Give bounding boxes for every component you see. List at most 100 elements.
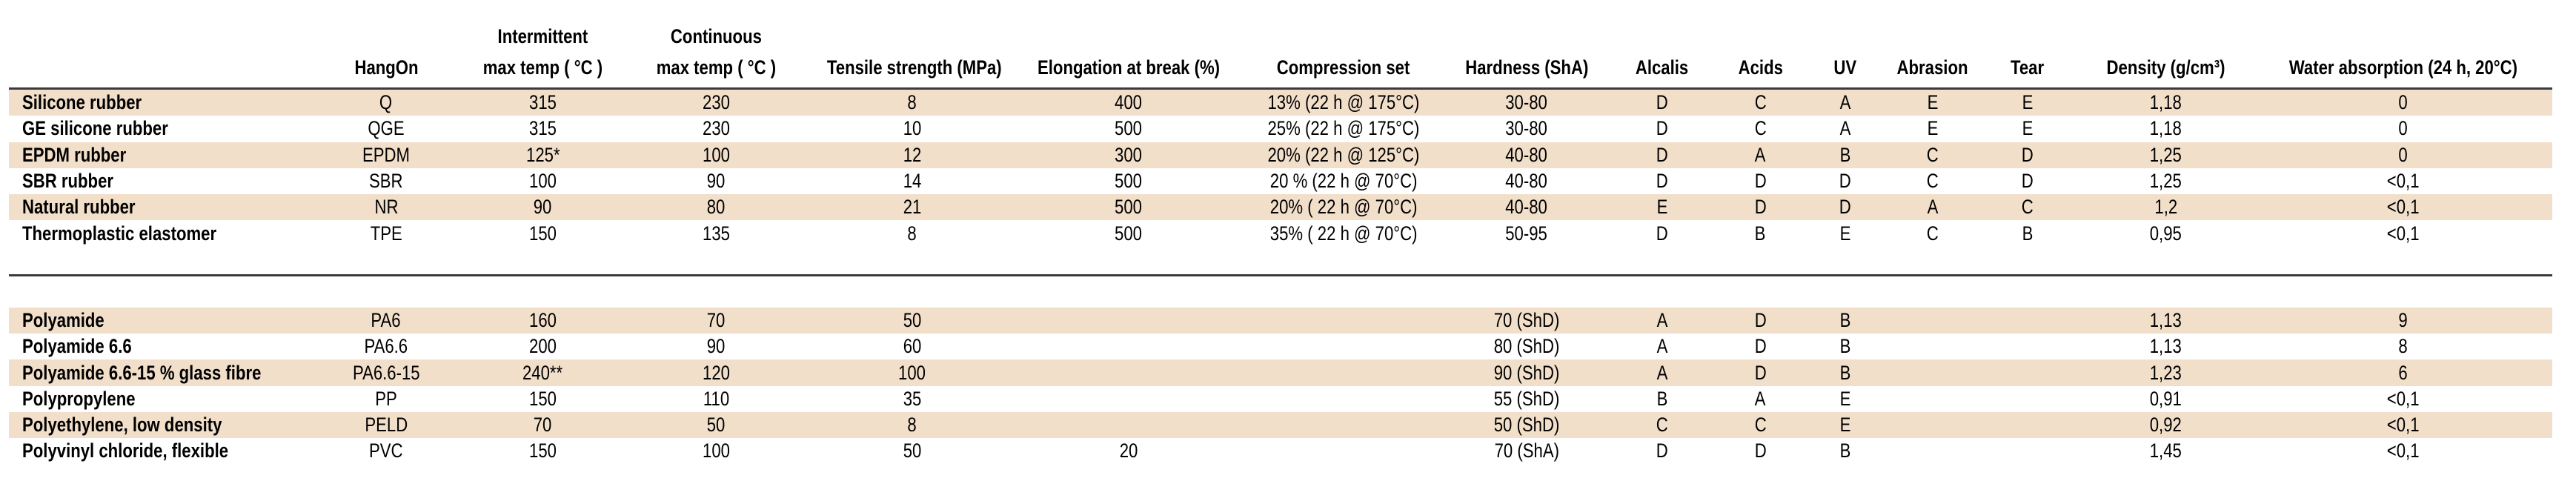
cell-continuous-max-temp: 90 — [625, 168, 808, 194]
cell-compression-set — [1241, 360, 1447, 386]
cell-text: PA6 — [371, 308, 402, 331]
cell-text: 1,25 — [2149, 143, 2182, 166]
table-group-2: Polyamide PA6 160 70 50 70 (ShD) A D B 1,13 9 Polya… — [9, 307, 2552, 465]
cell-text: PA6.6 — [364, 335, 408, 358]
cell-material: EPDM rubber — [9, 142, 311, 168]
cell-acids: D — [1718, 308, 1803, 334]
cell-elongation-at-break: 500 — [1017, 194, 1241, 220]
table-row: SBR rubber SBR 100 90 14 500 20 % (22 h @ 70°C… — [9, 168, 2552, 194]
cell-text: 150 — [529, 387, 557, 410]
cell-hangon: PA6.6 — [311, 334, 461, 359]
cell-text: 40-80 — [1505, 196, 1548, 219]
column-header-text: Alcalis — [1636, 52, 1688, 83]
cell-text: 0 — [2398, 117, 2409, 140]
column-header-compression-set: Compression set — [1241, 52, 1447, 83]
cell-text: Silicone rubber — [22, 91, 142, 114]
column-header-text: Density (g/cm³) — [2107, 52, 2225, 83]
cell-hardness: 90 (ShD) — [1447, 360, 1607, 386]
cell-material: SBR rubber — [9, 168, 311, 194]
column-header-elongation-at-break: Elongation at break (%) — [1017, 52, 1241, 83]
cell-text: C — [1927, 170, 1939, 193]
cell-material: Silicone rubber — [9, 90, 311, 116]
cell-tear: D — [1978, 142, 2077, 168]
cell-text: D — [1656, 222, 1668, 245]
cell-text: 6 — [2398, 361, 2409, 384]
cell-material: Thermoplastic elastomer — [9, 221, 311, 247]
cell-hangon: NR — [311, 194, 461, 220]
cell-text: 240** — [522, 361, 563, 384]
cell-text: B — [2022, 222, 2034, 245]
cell-text: D — [1656, 143, 1668, 166]
cell-density: 1,2 — [2077, 194, 2254, 220]
cell-text: D — [2022, 143, 2034, 166]
cell-text: GE silicone rubber — [22, 117, 168, 140]
cell-acids: D — [1718, 334, 1803, 359]
table-header-row: HangOn Intermittent max temp ( °C ) Continu… — [9, 0, 2552, 90]
cell-water-absorption: 6 — [2254, 360, 2552, 386]
cell-tear — [1978, 334, 2077, 359]
cell-alcalis: E — [1607, 194, 1718, 220]
column-header-line: Elongation at break (%) — [1037, 56, 1221, 79]
cell-acids: D — [1718, 360, 1803, 386]
cell-compression-set: 35% ( 22 h @ 70°C) — [1241, 221, 1447, 247]
cell-alcalis: D — [1607, 142, 1718, 168]
column-header-continuous-max-temp: Continuous max temp ( °C ) — [625, 21, 808, 83]
cell-text: 110 — [703, 387, 730, 410]
cell-text: A — [1927, 196, 1939, 219]
cell-alcalis: D — [1607, 438, 1718, 464]
cell-abrasion: E — [1888, 90, 1978, 116]
cell-text: PVC — [369, 439, 403, 462]
cell-text: D — [2022, 170, 2034, 193]
cell-text: 55 (ShD) — [1493, 387, 1560, 410]
cell-abrasion: C — [1888, 221, 1978, 247]
cell-text: 90 — [707, 170, 726, 193]
cell-text: 1,2 — [2154, 196, 2177, 219]
cell-abrasion: C — [1888, 142, 1978, 168]
cell-elongation-at-break: 500 — [1017, 168, 1241, 194]
cell-elongation-at-break — [1017, 412, 1241, 438]
cell-text: 12 — [903, 143, 922, 166]
cell-material: Natural rubber — [9, 194, 311, 220]
cell-text: E — [1927, 117, 1939, 140]
cell-text: 230 — [703, 117, 730, 140]
cell-material: Polyamide 6.6 — [9, 334, 311, 359]
cell-text: E — [2022, 117, 2034, 140]
cell-tensile-strength: 50 — [808, 438, 1017, 464]
cell-abrasion — [1888, 308, 1978, 334]
cell-hangon: EPDM — [311, 142, 461, 168]
cell-text: Polyvinyl chloride, flexible — [22, 439, 229, 462]
cell-tear: C — [1978, 194, 2077, 220]
column-header-line: HangOn — [353, 56, 419, 79]
cell-water-absorption: 8 — [2254, 334, 2552, 359]
cell-text: 0,91 — [2149, 387, 2182, 410]
cell-acids: D — [1718, 168, 1803, 194]
column-header-text: Tear — [2011, 52, 2044, 83]
cell-abrasion — [1888, 360, 1978, 386]
cell-elongation-at-break: 500 — [1017, 221, 1241, 247]
cell-text: 150 — [529, 222, 557, 245]
column-header-text: Continuous max temp ( °C ) — [657, 21, 776, 83]
cell-text: 40-80 — [1505, 143, 1548, 166]
cell-hardness: 55 (ShD) — [1447, 386, 1607, 412]
cell-text: D — [1754, 308, 1767, 331]
cell-hardness: 40-80 — [1447, 194, 1607, 220]
cell-text: C — [2022, 196, 2034, 219]
cell-continuous-max-temp: 230 — [625, 116, 808, 142]
cell-uv: B — [1803, 360, 1888, 386]
cell-intermittent-max-temp: 100 — [461, 168, 625, 194]
column-header-text: Water absorption (24 h, 20°C) — [2289, 52, 2517, 83]
cell-text: PA6.6-15 — [352, 361, 420, 384]
cell-tear — [1978, 438, 2077, 464]
cell-acids: B — [1718, 221, 1803, 247]
cell-alcalis: A — [1607, 308, 1718, 334]
column-header-tear: Tear — [1978, 52, 2077, 83]
column-header-density: Density (g/cm³) — [2077, 52, 2254, 83]
table-row: GE silicone rubber QGE 315 230 10 500 25% (22 … — [9, 116, 2552, 142]
cell-text: 150 — [529, 439, 557, 462]
cell-water-absorption: 9 — [2254, 308, 2552, 334]
cell-intermittent-max-temp: 240** — [461, 360, 625, 386]
cell-water-absorption: 0 — [2254, 90, 2552, 116]
cell-text: B — [1656, 387, 1668, 410]
cell-text: 80 (ShD) — [1493, 335, 1560, 358]
table-row: Polyvinyl chloride, flexible PVC 150 100 50 2… — [9, 438, 2552, 464]
